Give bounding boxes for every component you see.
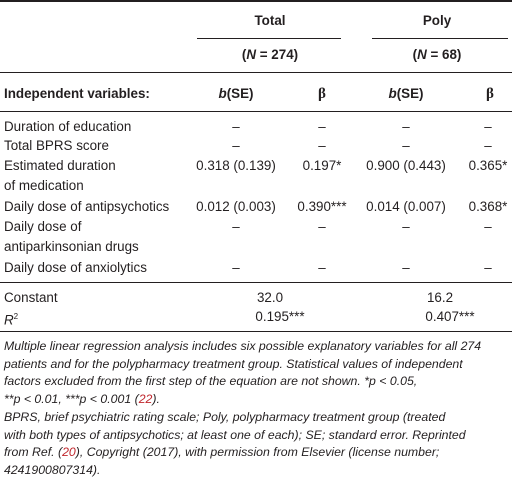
footnote-line: Multiple linear regression analysis incl…	[4, 339, 482, 353]
reference-link[interactable]: 20	[62, 445, 76, 460]
cell-poly-b: –	[402, 119, 410, 134]
constant-poly: 16.2	[426, 290, 454, 305]
footnote-line: with both types of antipsychotics; at le…	[4, 427, 466, 442]
cell-poly-b: 0.900 (0.443)	[366, 158, 446, 173]
cell-total-beta: –	[318, 219, 326, 234]
body-rule	[0, 282, 512, 283]
row-label: Total BPRS score	[4, 138, 109, 153]
cell-poly-beta: –	[484, 260, 492, 275]
row-label-header: Independent variables:	[4, 86, 150, 101]
cell-total-beta: –	[318, 138, 326, 153]
top-rule	[0, 0, 512, 2]
footnote-line: patients and for the polypharmacy treatm…	[4, 356, 463, 371]
footnote-line: from Ref. (20), Copyright (2017), with p…	[4, 445, 440, 460]
r2-label: R2	[4, 312, 19, 328]
col-header-poly-b: b(SE)	[388, 86, 424, 101]
cell-total-b: 0.318 (0.139)	[196, 158, 276, 173]
cell-poly-b: 0.014 (0.007)	[366, 199, 446, 214]
footnote-line: BPRS, brief psychiatric rating scale; Po…	[4, 410, 446, 424]
cell-poly-beta: –	[484, 138, 492, 153]
footnote-stats: Multiple linear regression analysis incl…	[4, 338, 510, 408]
row-label: Daily dose of	[4, 219, 82, 234]
col-header-total-beta: β	[318, 86, 326, 102]
row-label-cont: antiparkinsonian drugs	[4, 239, 139, 254]
row-label-cont: of medication	[4, 178, 84, 193]
group-header-total: Total	[254, 13, 286, 28]
cell-total-b: –	[232, 138, 240, 153]
n-total: (N = 274)	[241, 47, 299, 62]
row-label: Estimated duration	[4, 158, 116, 173]
cell-total-beta: 0.390***	[297, 199, 347, 214]
cell-total-b: –	[232, 119, 240, 134]
cell-total-beta: –	[318, 119, 326, 134]
col-header-poly-beta: β	[486, 86, 494, 102]
cell-poly-beta: –	[484, 119, 492, 134]
cell-total-b: –	[232, 260, 240, 275]
cell-total-beta: 0.197*	[302, 158, 342, 173]
footnote-abbrev: BPRS, brief psychiatric rating scale; Po…	[4, 409, 510, 479]
group-rule-total	[197, 38, 341, 39]
cell-poly-beta: –	[484, 219, 492, 234]
row-label: Daily dose of anxiolytics	[4, 260, 147, 275]
cell-poly-beta: 0.365*	[468, 158, 508, 173]
row-label: Duration of education	[4, 119, 132, 134]
cell-poly-b: –	[402, 138, 410, 153]
r2-total: 0.195***	[255, 309, 305, 324]
column-header-rule	[0, 111, 512, 112]
cell-total-b: 0.012 (0.003)	[196, 199, 276, 214]
bottom-rule	[0, 331, 512, 332]
reference-link[interactable]: 22	[138, 391, 153, 406]
col-header-total-b: b(SE)	[218, 86, 254, 101]
group-rule-poly	[372, 38, 508, 39]
footnote-line: **p < 0.01, ***p < 0.001 (22).	[4, 391, 160, 406]
constant-total: 32.0	[256, 290, 284, 305]
constant-label: Constant	[4, 290, 58, 305]
group-header-poly: Poly	[422, 13, 452, 28]
cell-total-b: –	[232, 219, 240, 234]
cell-poly-beta: 0.368*	[468, 199, 508, 214]
footnote-line: 4241900807314).	[4, 462, 101, 477]
n-poly: (N = 68)	[412, 47, 462, 62]
footnote-line: factors excluded from the first step of …	[4, 374, 418, 389]
header-rule	[0, 72, 512, 73]
r2-poly: 0.407***	[425, 309, 475, 324]
cell-poly-b: –	[402, 260, 410, 275]
cell-total-beta: –	[318, 260, 326, 275]
cell-poly-b: –	[402, 219, 410, 234]
row-label: Daily dose of antipsychotics	[4, 199, 170, 214]
